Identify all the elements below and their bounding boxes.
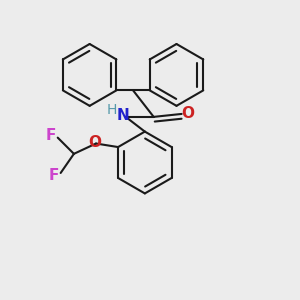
Text: O: O [182,106,195,122]
Text: O: O [88,134,101,149]
Text: N: N [117,109,130,124]
Text: F: F [46,128,56,143]
Text: F: F [49,168,59,183]
Text: H: H [106,103,117,117]
